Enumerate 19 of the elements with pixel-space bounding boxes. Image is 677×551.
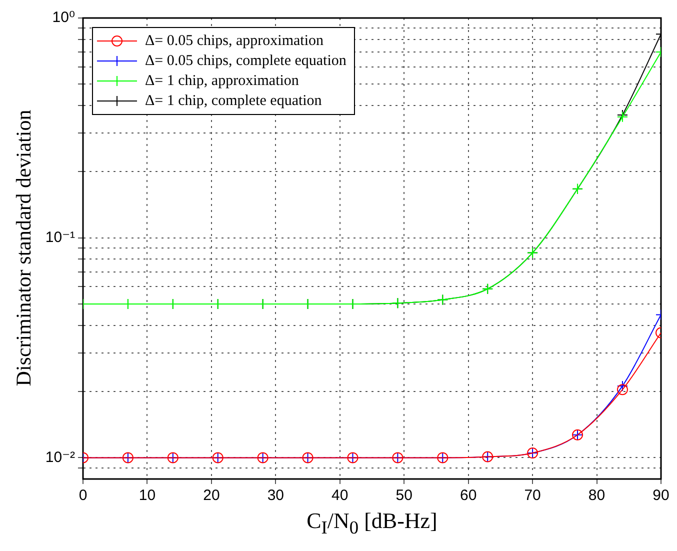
legend-label: Δ= 0.05 chips, complete equation (145, 52, 346, 71)
x-tick-label: 50 (396, 487, 412, 504)
x-tick-label: 10 (138, 487, 156, 504)
legend-label: Δ= 1 chip, approximation (145, 72, 299, 91)
x-tick-label: 30 (267, 487, 284, 504)
x-tick-label: 80 (588, 487, 606, 504)
legend-label: Δ= 0.05 chips, approximation (145, 32, 324, 51)
legend-label: Δ= 1 chip, complete equation (145, 92, 322, 111)
x-tick-label: 20 (203, 487, 220, 504)
y-tick-label: 10⁻² (45, 448, 75, 466)
x-tick-label: 70 (524, 487, 541, 504)
y-tick-label: 10⁰ (52, 9, 75, 26)
x-tick-label: 0 (78, 487, 88, 504)
x-tick-label: 90 (652, 487, 670, 504)
x-tick-label: 60 (460, 487, 477, 504)
y-tick-label: 10⁻¹ (45, 228, 75, 246)
x-tick-label: 40 (332, 487, 348, 504)
y-axis-title: Discriminator standard deviation (12, 110, 36, 386)
x-axis-title: C$_{I}$/N$_{0}$ [dB-Hz] (306, 508, 438, 538)
